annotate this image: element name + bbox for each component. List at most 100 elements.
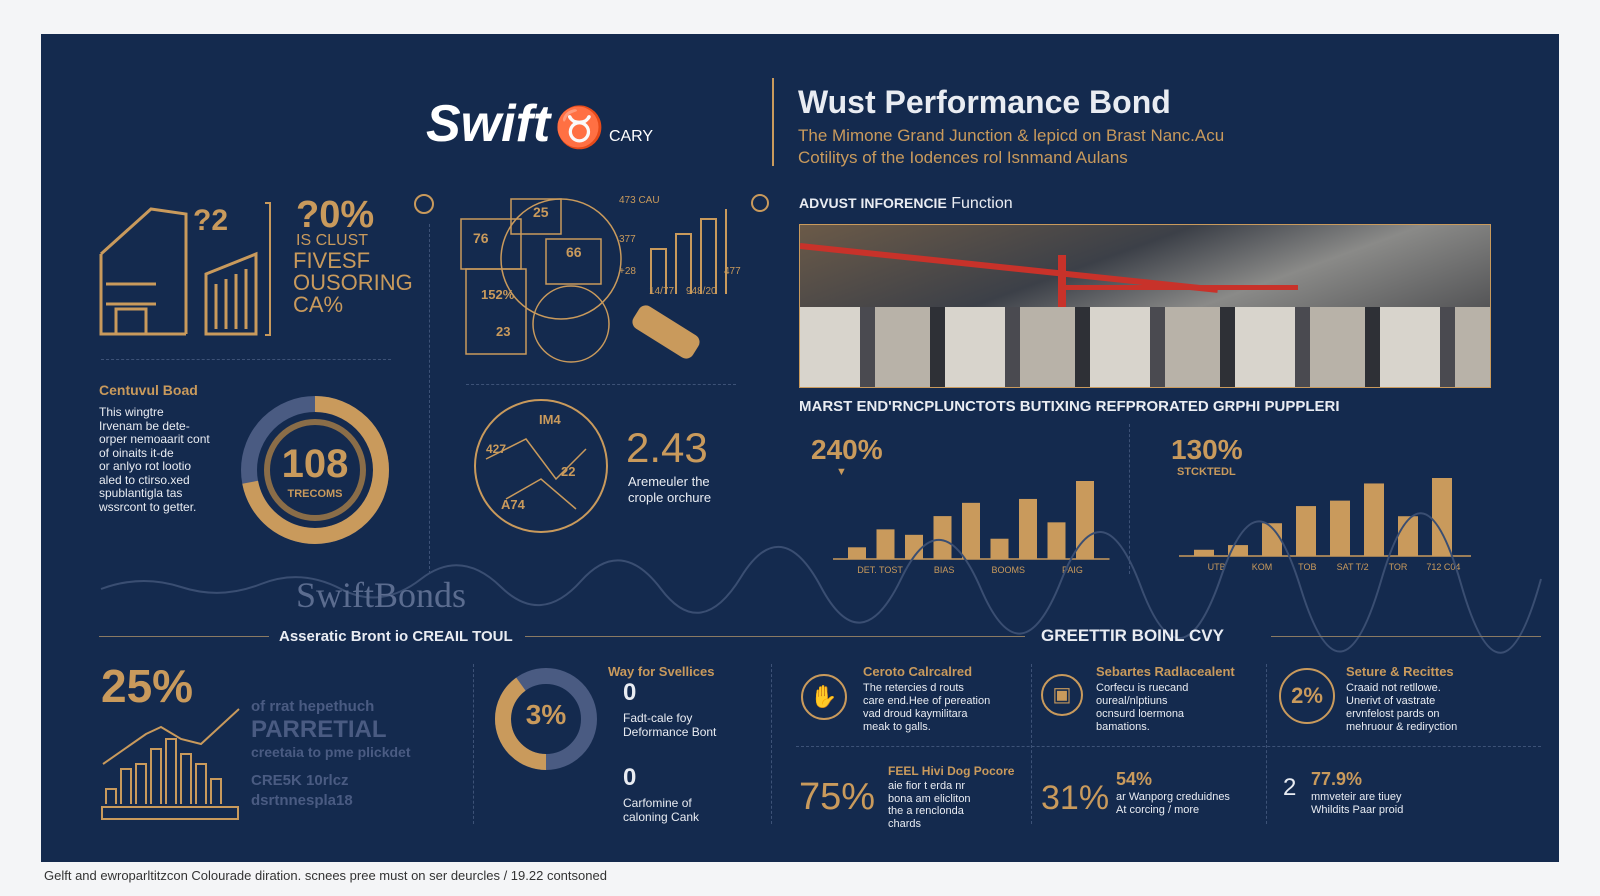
stat-big: 77.9% — [1311, 769, 1363, 789]
section-left-title: Asseratic Bront io CREAIL TOUL — [279, 628, 513, 645]
bottom-left-pct: 25% — [101, 660, 194, 712]
donut-label: TRECOMS — [287, 488, 343, 500]
service-text: caloning Cank — [623, 810, 700, 824]
globe-big-number: 2.43 — [626, 424, 708, 471]
bar-chart-2: UTB KOM TOB SAT T/2 TOR 712 C04 — [1179, 478, 1471, 572]
top-left-pct: ?0% — [296, 194, 375, 236]
bond-title: Centuvul Boad — [99, 382, 198, 398]
handshake-icon: ✋ — [801, 674, 847, 720]
wave-divider — [100, 512, 1542, 654]
chart1-headline: 240% — [811, 434, 883, 465]
top-left-line-3: OUSORING — [293, 270, 413, 295]
bar — [1047, 522, 1066, 559]
map-cell-value: 23 — [496, 324, 511, 339]
mini-chart-label: 473 CAU — [619, 195, 660, 206]
feature-line: meak to galls. — [863, 721, 931, 733]
bond-line: aled to ctirso.xed — [99, 472, 190, 487]
bond-donut — [241, 396, 389, 544]
bar — [1262, 523, 1282, 556]
bottom-left-line: of rrat hepethuch — [251, 698, 375, 715]
stat-big: 54% — [1116, 769, 1153, 789]
top-left-line-4: CA% — [293, 292, 344, 317]
stat-body: mmveteir are tiuey Whildits Paar proid — [1311, 791, 1403, 817]
stat-line: At corcing / more — [1116, 804, 1200, 816]
globe-label: A74 — [501, 497, 525, 512]
globe-label: 427 — [486, 442, 507, 456]
stat-line: bona am elicliton — [888, 792, 971, 805]
divider — [1129, 424, 1130, 574]
bar — [990, 538, 1009, 559]
map-cell-value: 25 — [533, 204, 549, 220]
service-text: Deformance Bont — [623, 725, 717, 739]
stat-body: aie fior t erda nr bona am elicliton the a… — [888, 780, 971, 830]
mini-chart-label: 477 — [724, 266, 741, 277]
feature-line: care end.Hee of pereation — [863, 695, 991, 707]
stat-line: mmveteir are tiuey — [1311, 791, 1402, 803]
x-tick-label: BOOMS — [992, 565, 1026, 575]
map-diagram — [460, 198, 622, 363]
feature-line: ocnsurd loermona — [1096, 708, 1185, 720]
bar — [1076, 481, 1094, 559]
bar — [1296, 506, 1316, 556]
bond-line: spublantigla tas — [99, 486, 183, 500]
photo-heading-bold: ADVUST INFORENCIE — [799, 195, 947, 211]
stat-line: the a renclonda — [888, 805, 964, 817]
building-illustration — [99, 207, 258, 336]
divider — [101, 359, 391, 360]
percent-badge: 2% — [1279, 668, 1335, 724]
x-tick-label: BIAS — [934, 565, 955, 575]
service-number: 0 — [623, 679, 637, 706]
construction-photo — [799, 224, 1491, 388]
mini-chart-label: 948/20 — [686, 286, 717, 297]
footer-caption: Gelft and ewroparltitzcon Colourade dira… — [44, 868, 607, 883]
stat-pct: 31% — [1041, 779, 1110, 817]
stat-line: chards — [888, 817, 922, 830]
top-left-line-1: IS CLUST — [296, 232, 369, 249]
services-title: Way for Svellices — [608, 664, 715, 679]
bar — [1398, 516, 1418, 556]
mini-chart-label: 14/77 — [649, 286, 675, 297]
bar-line-illustration — [101, 708, 240, 820]
divider — [1266, 664, 1267, 824]
mini-chart-label: +28 — [619, 266, 636, 277]
bond-body: This wingtre Irvenam be dete-orper nemoaa… — [99, 405, 210, 514]
header-divider — [772, 78, 774, 166]
crane-jib — [1058, 285, 1298, 290]
service-number: 0 — [623, 764, 637, 791]
logo-text: Swift — [426, 95, 551, 153]
feature-title: Seture & Recittes — [1346, 664, 1454, 679]
bar — [848, 547, 866, 559]
bond-line: wssrcont to getter. — [99, 499, 197, 514]
stat-line: ar Wanporg creduidnes — [1116, 791, 1230, 803]
bottom-left-line: creetaia to pme plickdet — [251, 744, 411, 760]
feature-line: oureal/nlptiuns — [1096, 695, 1168, 707]
feature-line: Craaid not retllowe. — [1346, 682, 1441, 694]
top-left-line-2: FIVESF — [293, 248, 371, 273]
bar — [933, 516, 952, 559]
logo-subtext: CARY — [608, 128, 654, 145]
chart2-sublabel: STCKTEDL — [1177, 466, 1236, 478]
x-tick-label: PAIG — [1062, 565, 1083, 575]
stat-line: Whildits Paar proid — [1311, 804, 1404, 816]
feature-title: Sebartes Radlacealent — [1096, 664, 1235, 679]
services-donut — [495, 668, 597, 770]
measure-bracket — [265, 202, 271, 336]
brand-script: SwiftBonds — [296, 575, 467, 615]
map-cell-value: 76 — [473, 230, 489, 246]
section-right-title: GREETTIR BOINL CVY — [1041, 626, 1224, 645]
bond-line: of oinaits it-de — [99, 445, 174, 460]
service-text: Fadt-cale foy — [623, 711, 693, 725]
map-cell-value: 66 — [566, 244, 582, 260]
photo-heading-rest: Function — [946, 195, 1013, 212]
bar — [1330, 500, 1350, 556]
feature-line: ervnfelost pards on — [1346, 708, 1440, 720]
feature-title: Ceroto Calrcalred — [863, 664, 973, 679]
feature-body: Corfecu is ruecand oureal/nlptiuns ocnsurd… — [1096, 682, 1188, 734]
market-heading: MARST END'RNCPLUNCTOTS BUTIXING REFPRORA… — [799, 398, 1340, 415]
stat-pct: 75% — [799, 776, 876, 818]
bottom-left-line: dsrtnnespla18 — [251, 792, 353, 809]
globe-caption: crople orchure — [628, 490, 712, 505]
bull-logo-icon: ♉ — [554, 106, 605, 150]
bond-line: This wingtre — [99, 405, 164, 419]
bar — [1194, 549, 1214, 556]
